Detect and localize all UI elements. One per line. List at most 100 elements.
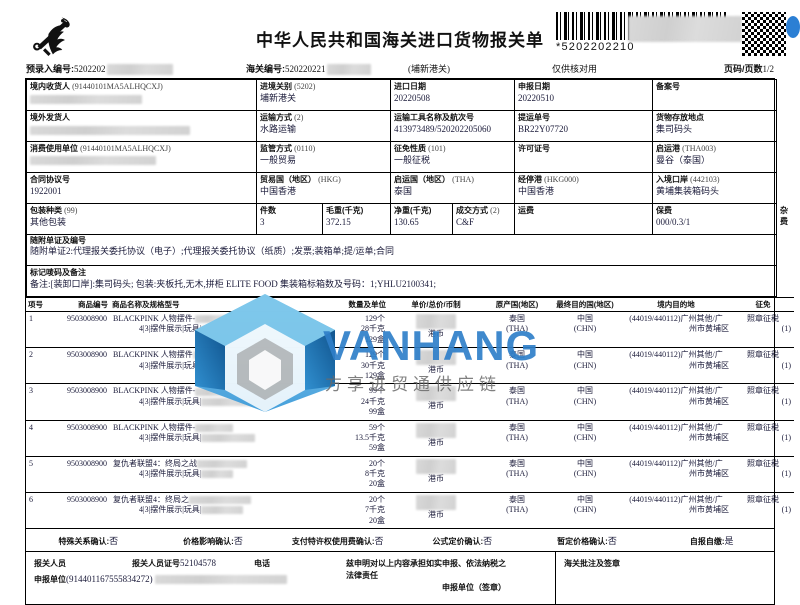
field-vessel-voyage: 运输工具名称及航次号 413973489/520202205060: [390, 110, 516, 142]
cell-item-no: 5: [26, 455, 48, 493]
redaction-desc-3a: [195, 387, 234, 396]
redaction-price-4: [416, 422, 456, 438]
page-number: 页码/页数1/2: [723, 64, 774, 74]
declaration-grid: 境内收货人 (91440101MA5ALHQCXJ) 进境关别 (5202) 埔…: [25, 78, 794, 605]
cell-origin: 泰国 (THA): [484, 455, 550, 493]
qr-code-image: [742, 12, 786, 56]
decorative-blue-mark: [786, 16, 800, 38]
field-levy-nature: 征免性质 (101) 一般征税: [390, 141, 516, 173]
phone-label: 电话: [254, 559, 270, 569]
cell-hs-code: 9503008900: [48, 310, 110, 348]
cell-duty: 照章征税 (1): [732, 383, 794, 421]
redaction-price-5: [416, 458, 456, 474]
cell-hs-code: 9503008900: [48, 419, 110, 457]
cell-duty: 照章征税 (1): [732, 347, 794, 384]
table-row: 5 9503008900 复仇者联盟4：终局之战 4|3|摆件展示|玩具| 20…: [26, 455, 794, 493]
confirmation-row: 特殊关系确认:否 价格影响确认:否 支付特许权使用费确认:否 公式定价确认:否 …: [26, 528, 774, 551]
table-row: 6 9503008900 复仇者联盟4：终局之 4|3|摆件展示|玩具| 20个…: [26, 491, 794, 529]
redaction-consignee: [30, 94, 142, 104]
confirm-price-influence: 价格影响确认:否: [183, 535, 243, 546]
field-supervision-mode: 监管方式 (0110) 一般贸易: [256, 141, 392, 173]
field-row-6: 随附单证及编号 随附单证2:代理报关委托协议（电子）;代理报关委托协议（纸质）;…: [25, 234, 778, 266]
cell-item-no: 6: [26, 491, 48, 529]
cell-domestic-destination: (44019/440112)广州其他/广 州市黄埔区: [620, 455, 732, 493]
confirm-formula-pricing: 公式定价确认:否: [432, 535, 493, 546]
customs-branch-note: (埔新港关): [408, 64, 450, 74]
field-contract-no: 合同协议号 1922001: [25, 172, 258, 204]
confirm-royalty-payment: 支付特许权使用费确认:否: [291, 535, 384, 546]
table-row: 1 9503008900 BLACKPINK 人物摆件- 4|3|摆件展示|玩具…: [26, 310, 794, 348]
cell-final-destination: 中国 (CHN): [550, 310, 620, 348]
cell-price: 港币: [388, 419, 484, 457]
cell-price: 港币: [388, 455, 484, 493]
field-last-port: 经停港 (HKG000) 中国香港: [514, 172, 654, 204]
cell-quantity: 20个 8千克 20盒: [310, 455, 388, 493]
redaction-pre-entry: [106, 64, 173, 76]
cell-hs-code: 9503008900: [48, 455, 110, 493]
col-description: 商品名称及规格型号: [110, 297, 310, 312]
goods-items-table: 项号 商品编号 商品名称及规格型号 数量及单位 单价/总价/币制 原产国(地区)…: [26, 297, 794, 529]
cell-quantity: 99个 24千克 99盒: [310, 383, 388, 421]
field-insurance: 保费 000/0.3/1: [652, 203, 778, 235]
redaction-desc-5b: [201, 470, 234, 479]
cell-quantity: 129个 30千克 129盒: [310, 347, 388, 384]
customs-emblem-icon: [33, 17, 70, 56]
col-quantity-unit: 数量及单位: [310, 297, 388, 312]
field-attached-docs: 随附单证及编号 随附单证2:代理报关委托协议（电子）;代理报关委托协议（纸质）;…: [25, 234, 778, 266]
cell-duty: 照章征税 (1): [732, 455, 794, 493]
field-row-5: 包装种类 (99) 其他包装 件数 3 毛重(千克) 372.15 净重(千克)…: [25, 203, 788, 235]
masthead: 中华人民共和国海关进口货物报关单 *5202202210: [0, 0, 800, 62]
footer-right: 海关批注及签章: [556, 552, 774, 604]
field-net-weight: 净重(千克) 130.65: [390, 203, 454, 235]
cell-quantity: 129个 28千克 129盒: [310, 310, 388, 348]
redaction-barcode-tail: [628, 16, 742, 42]
field-row-7: 标记唛码及备注 备注:[装卸口岸]:集司码头; 包装:夹板托,无木,拼柜 ELI…: [25, 265, 778, 297]
cell-final-destination: 中国 (CHN): [550, 347, 620, 384]
cell-domestic-destination: (44019/440112)广州其他/广 州市黄埔区: [620, 419, 732, 457]
cell-duty: 照章征税 (1): [732, 310, 794, 348]
redaction-price-6: [416, 494, 456, 510]
cell-final-destination: 中国 (CHN): [550, 491, 620, 529]
field-packages: 件数 3: [256, 203, 324, 235]
cell-domestic-destination: (44019/440112)广州其他/广 州市黄埔区: [620, 310, 732, 348]
cell-origin: 泰国 (THA): [484, 310, 550, 348]
redaction-desc-2a: [192, 351, 233, 360]
cell-price: 港币: [388, 347, 484, 384]
field-row-3: 消费使用单位 (91440101MA5ALHQCXJ) 监管方式 (0110) …: [25, 141, 778, 173]
col-duty-exemption: 征免: [732, 297, 794, 312]
customs-approval-label: 海关批注及签章: [564, 559, 620, 569]
cell-hs-code: 9503008900: [48, 347, 110, 384]
cell-origin: 泰国 (THA): [484, 419, 550, 457]
field-bill-no: 提运单号 BR22Y07720: [514, 110, 654, 142]
field-entry-customs: 进境关别 (5202) 埔新港关: [256, 79, 392, 111]
cell-final-destination: 中国 (CHN): [550, 383, 620, 421]
field-import-date: 进口日期 20220508: [390, 79, 516, 111]
field-row-2: 境外发货人 运输方式 (2) 水路运输 运输工具名称及航次号 413973489…: [25, 110, 778, 142]
confirm-self-declare-pay: 自报自缴:是: [689, 535, 734, 546]
field-departure-country: 启运国（地区） (THA) 泰国: [390, 172, 516, 204]
items-header-row: 项号 商品编号 商品名称及规格型号 数量及单位 单价/总价/币制 原产国(地区)…: [26, 297, 794, 312]
redaction-desc-3b: [201, 397, 254, 406]
page-title: 中华人民共和国海关进口货物报关单: [256, 31, 544, 50]
field-goods-location: 货物存放地点 集司码头: [652, 110, 778, 142]
redaction-desc-1a: [195, 315, 232, 324]
redaction-desc-6b: [201, 506, 244, 515]
redaction-desc-5a: [197, 459, 247, 468]
cell-description: BLACKPINK 人物摆件- 4|3|摆件展示|玩具|: [110, 419, 310, 457]
table-row: 2 9503008900 BLACKPINK 人物摆件 4|3|摆件展示|玩具|…: [26, 347, 794, 384]
table-row: 3 9503008900 BLACKPINK 人物摆件- 4|3|摆件展示|玩具…: [26, 383, 794, 421]
cell-item-no: 1: [26, 310, 48, 348]
field-row-4: 合同协议号 1922001 贸易国（地区） (HKG) 中国香港 启运国（地区）…: [25, 172, 778, 204]
subheader-line: 预录入编号:5202202 海关编号:520220221 (埔新港关) 仅供核对…: [0, 62, 800, 78]
cell-domestic-destination: (44019/440112)广州其他/广 州市黄埔区: [620, 491, 732, 529]
cell-description: 复仇者联盟4：终局之 4|3|摆件展示|玩具|: [110, 491, 310, 529]
field-license-no: 许可证号: [514, 141, 654, 173]
check-only-note: 仅供核对用: [552, 64, 598, 74]
field-gross-weight: 毛重(千克) 372.15: [322, 203, 392, 235]
field-trade-country: 贸易国（地区） (HKG) 中国香港: [256, 172, 392, 204]
cell-final-destination: 中国 (CHN): [550, 455, 620, 493]
redaction-desc-1b: [201, 325, 252, 334]
col-price-currency: 单价/总价/币制: [388, 297, 484, 312]
field-marks-remarks: 标记唛码及备注 备注:[装卸口岸]:集司码头; 包装:夹板托,无木,拼柜 ELI…: [25, 265, 778, 297]
cell-domestic-destination: (44019/440112)广州其他/广 州市黄埔区: [620, 347, 732, 384]
